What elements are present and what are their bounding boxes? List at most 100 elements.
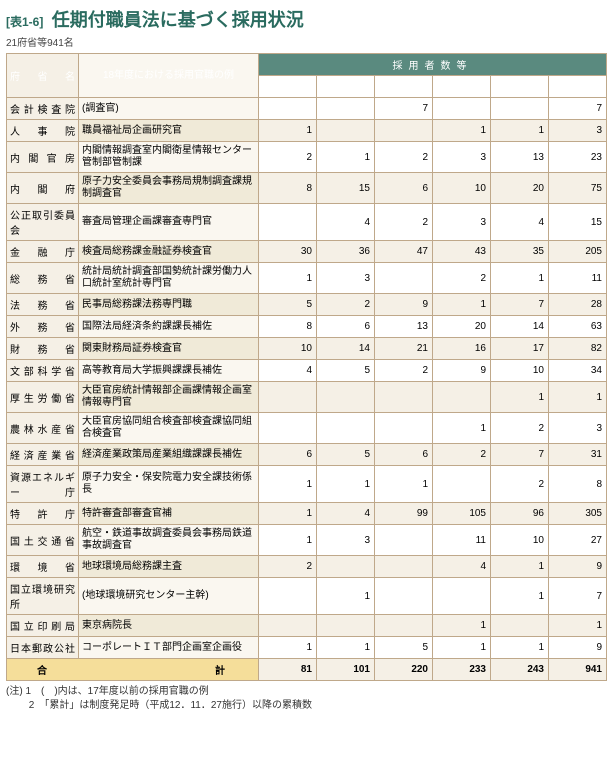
cell-value: 14 — [491, 316, 549, 338]
cell-value: 6 — [259, 444, 317, 466]
cell-value: 10 — [433, 173, 491, 204]
cell-value: 2 — [375, 204, 433, 241]
cell-value: 27 — [549, 525, 607, 556]
table-row: 環境省地球環境局総務課主査2419 — [7, 556, 607, 578]
table-row: 厚生労働省大臣官房統計情報部企画課情報企画室情報専門官11 — [7, 382, 607, 413]
cell-value — [317, 413, 375, 444]
cell-value: 34 — [549, 360, 607, 382]
total-value: 233 — [433, 659, 491, 681]
cell-value: 7 — [375, 98, 433, 120]
cell-value — [317, 382, 375, 413]
cell-value — [317, 615, 375, 637]
cell-dept: 金融庁 — [7, 241, 79, 263]
cell-value — [433, 98, 491, 120]
cell-value: 1 — [433, 637, 491, 659]
cell-value — [375, 615, 433, 637]
table-row: 公正取引委員会審査局管理企画課審査専門官423415 — [7, 204, 607, 241]
cell-value: 1 — [317, 637, 375, 659]
cell-value: 10 — [259, 338, 317, 360]
cell-dept: 国立印刷局 — [7, 615, 79, 637]
cell-value: 35 — [491, 241, 549, 263]
table-row: 総務省統計局統計調査部国勢統計課労働力人口統計室統計専門官132111 — [7, 263, 607, 294]
cell-value: 99 — [375, 503, 433, 525]
cell-value: 75 — [549, 173, 607, 204]
cell-value: 15 — [549, 204, 607, 241]
cell-value: 8 — [259, 173, 317, 204]
cell-value: 1 — [259, 503, 317, 525]
cell-value: 3 — [549, 120, 607, 142]
cell-value: 2 — [433, 263, 491, 294]
cell-example: コーポレートＩＴ部門企画室企画役 — [79, 637, 259, 659]
cell-value: 5 — [317, 360, 375, 382]
table-row: 国立印刷局東京病院長11 — [7, 615, 607, 637]
col-year: 14年度 — [259, 76, 317, 98]
cell-dept: 国立環境研究所 — [7, 578, 79, 615]
cell-value: 20 — [433, 316, 491, 338]
cell-value: 4 — [317, 204, 375, 241]
cell-value: 8 — [259, 316, 317, 338]
cell-value: 17 — [491, 338, 549, 360]
col-year: 18年度 — [491, 76, 549, 98]
table-row: 国土交通省航空・鉄道事故調査委員会事務局鉄道事故調査官13111027 — [7, 525, 607, 556]
cell-dept: 法務省 — [7, 294, 79, 316]
total-value: 101 — [317, 659, 375, 681]
cell-example: 大臣官房協同組合検査部検査課協同組合検査官 — [79, 413, 259, 444]
cell-value: 205 — [549, 241, 607, 263]
cell-value: 7 — [549, 98, 607, 120]
cell-value: 5 — [259, 294, 317, 316]
cell-value: 3 — [317, 525, 375, 556]
cell-value: 1 — [259, 263, 317, 294]
cell-value: 13 — [491, 142, 549, 173]
cell-value: 6 — [375, 444, 433, 466]
cell-value: 2 — [317, 294, 375, 316]
cell-value: 105 — [433, 503, 491, 525]
cell-value: 31 — [549, 444, 607, 466]
cell-value — [491, 98, 549, 120]
cell-value — [317, 120, 375, 142]
note-2: 2 「累計」は制度発足時（平成12．11．27施行）以降の累積数 — [6, 699, 607, 713]
cell-dept: 会計検査院 — [7, 98, 79, 120]
cell-value: 23 — [549, 142, 607, 173]
cell-dept: 環境省 — [7, 556, 79, 578]
cell-value: 82 — [549, 338, 607, 360]
cell-value — [259, 98, 317, 120]
cell-example: 大臣官房統計情報部企画課情報企画室情報専門官 — [79, 382, 259, 413]
cell-value: 9 — [375, 294, 433, 316]
cell-value: 1 — [491, 120, 549, 142]
table-subtitle: 21府省等941名 — [6, 34, 607, 49]
table-header: [表1-6] 任期付職員法に基づく採用状況 — [6, 6, 607, 32]
cell-value: 21 — [375, 338, 433, 360]
cell-value: 15 — [317, 173, 375, 204]
cell-value — [433, 578, 491, 615]
cell-value: 11 — [433, 525, 491, 556]
cell-value: 10 — [491, 360, 549, 382]
cell-value: 1 — [491, 263, 549, 294]
cell-value — [317, 556, 375, 578]
total-value: 220 — [375, 659, 433, 681]
cell-value — [375, 556, 433, 578]
table-row: 人事院職員福祉局企画研究官1113 — [7, 120, 607, 142]
cell-value — [317, 98, 375, 120]
col-year: 累計 — [549, 76, 607, 98]
cell-value: 4 — [317, 503, 375, 525]
cell-value — [259, 615, 317, 637]
col-group: 採用者数等 — [259, 54, 607, 76]
cell-value: 1 — [433, 615, 491, 637]
table-row: 法務省民事局総務課法務専門職5291728 — [7, 294, 607, 316]
cell-value: 3 — [317, 263, 375, 294]
cell-value — [259, 382, 317, 413]
cell-value: 2 — [259, 556, 317, 578]
cell-value: 3 — [549, 413, 607, 444]
cell-value: 14 — [317, 338, 375, 360]
cell-value: 2 — [375, 360, 433, 382]
col-example: 18年度における採用官職の例 — [79, 54, 259, 98]
cell-example: 民事局総務課法務専門職 — [79, 294, 259, 316]
cell-value — [259, 204, 317, 241]
cell-value: 96 — [491, 503, 549, 525]
table-row: 外務省国際法局経済条約課課長補佐8613201463 — [7, 316, 607, 338]
cell-example: 原子力安全・保安院電力安全課技術係長 — [79, 466, 259, 503]
cell-value: 4 — [491, 204, 549, 241]
cell-example: 国際法局経済条約課課長補佐 — [79, 316, 259, 338]
table-row: 農林水産省大臣官房協同組合検査部検査課協同組合検査官123 — [7, 413, 607, 444]
cell-value: 3 — [433, 204, 491, 241]
